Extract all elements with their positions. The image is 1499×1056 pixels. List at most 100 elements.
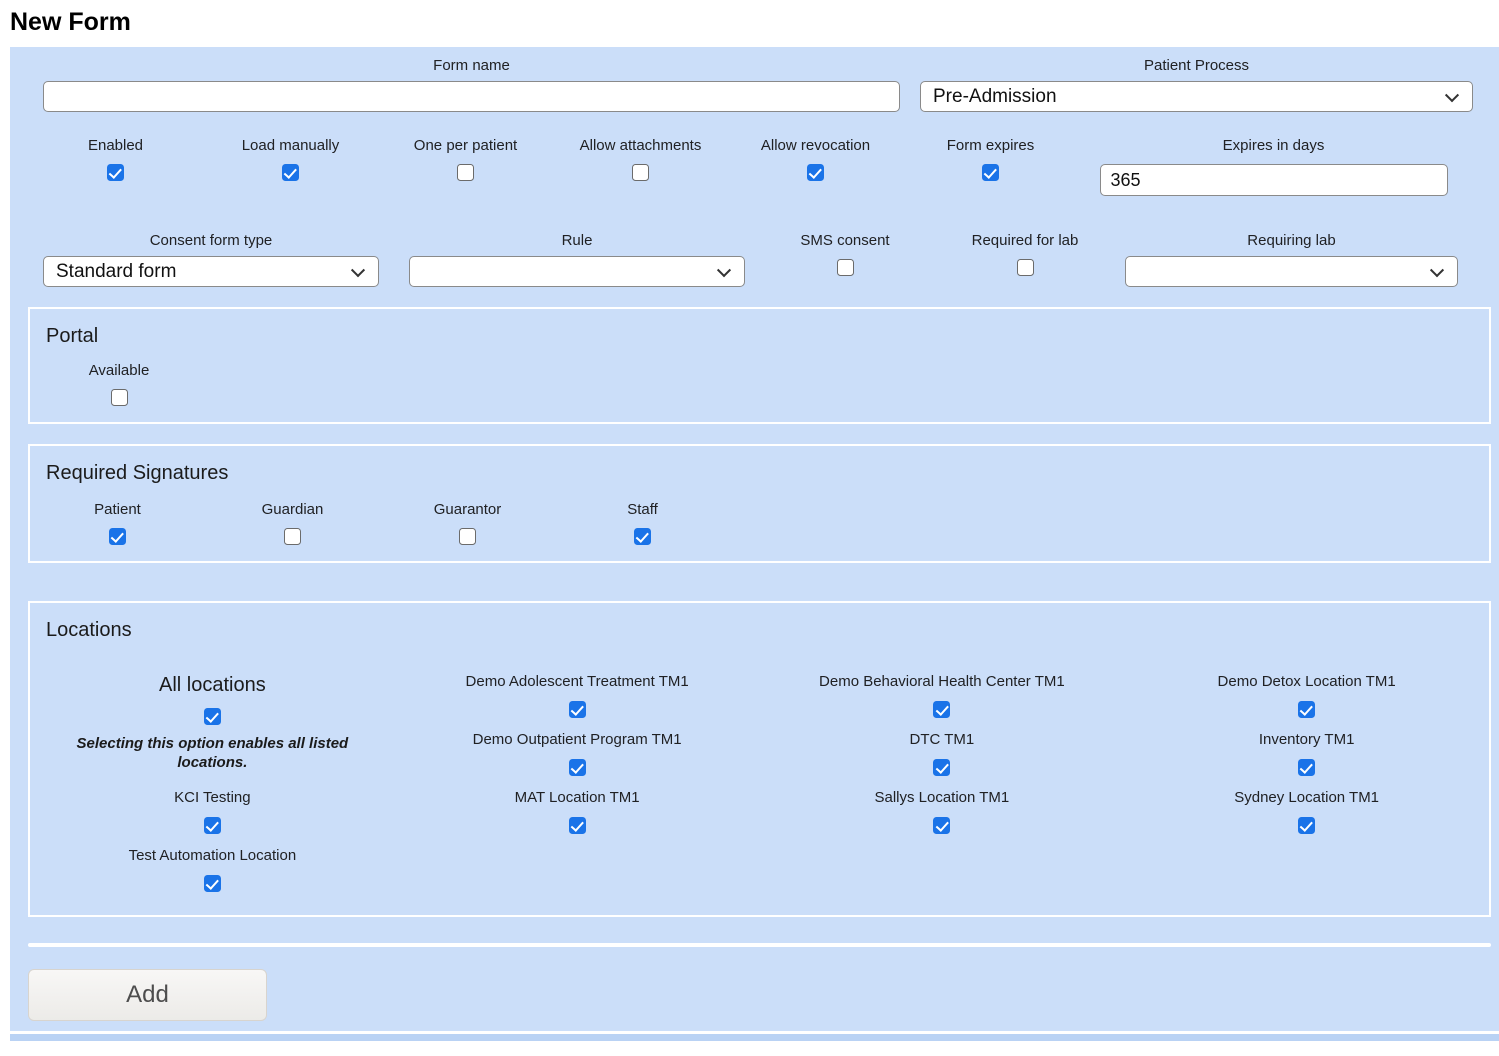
one-per-patient-field: One per patient [378,137,553,196]
inventory-tm1-label: Inventory TM1 [1258,731,1355,748]
demo-outpatient-program-tm1-field: Demo Outpatient Program TM1 [395,731,760,776]
portal-section: Portal Available [28,307,1491,424]
test-automation-location-checkbox[interactable] [203,875,221,892]
row-selects: Consent form type Standard form Rule SMS… [10,196,1499,287]
consent-form-type-select[interactable]: Standard form [43,256,379,287]
patient-process-value: Pre-Admission [933,85,1057,107]
sallys-location-tm1-field: Sallys Location TM1 [760,789,1125,834]
one-per-patient-checkbox[interactable] [457,164,474,181]
guardian-checkbox[interactable] [284,528,301,545]
load-manually-field: Load manually [203,137,378,196]
form-name-input[interactable] [43,81,900,112]
row-options: Enabled Load manually One per patient Allow… [10,112,1499,196]
new-form-panel: Form name Patient Process Pre-Admission … [10,47,1499,1031]
consent-form-type-label: Consent form type [149,232,273,249]
guarantor-checkbox[interactable] [459,528,476,545]
consent-form-type-field: Consent form type Standard form [43,232,379,287]
separator-line [28,943,1491,947]
portal-available-checkbox[interactable] [110,389,128,406]
staff-label: Staff [627,501,658,518]
load-manually-label: Load manually [241,137,340,154]
portal-available-label: Available [88,362,150,379]
inventory-tm1-checkbox[interactable] [1298,759,1316,776]
demo-detox-location-tm1-label: Demo Detox Location TM1 [1217,673,1396,690]
rule-label: Rule [561,232,593,249]
patient-label: Patient [94,501,141,518]
all-locations-label: All locations [159,674,266,696]
mat-location-tm1-checkbox[interactable] [568,817,586,834]
allow-revocation-label: Allow revocation [760,137,871,154]
sallys-location-tm1-label: Sallys Location TM1 [874,789,1010,806]
required-for-lab-field: Required for lab [945,232,1105,276]
all-locations-note: Selecting this option enables all listed… [76,735,349,771]
rule-select[interactable] [409,256,745,287]
staff-checkbox[interactable] [634,528,651,545]
required-for-lab-label: Required for lab [971,232,1079,249]
inventory-tm1-field: Inventory TM1 [1124,731,1489,776]
patient-checkbox[interactable] [109,528,126,545]
dtc-tm1-label: DTC TM1 [909,731,975,748]
allow-attachments-field: Allow attachments [553,137,728,196]
locations-section: Locations All locations Selecting this o… [28,601,1491,917]
all-locations-field: All locations Selecting this option enab… [30,673,395,789]
demo-behavioral-health-center-tm1-checkbox[interactable] [933,701,951,718]
form-expires-label: Form expires [946,137,1035,154]
form-expires-field: Form expires [903,137,1078,196]
demo-adolescent-treatment-tm1-label: Demo Adolescent Treatment TM1 [465,673,689,690]
mat-location-tm1-label: MAT Location TM1 [514,789,640,806]
required-signatures-section: Required Signatures Patient Guardian Guara… [28,444,1491,563]
patient-process-label: Patient Process [1143,57,1250,74]
sms-consent-checkbox[interactable] [836,259,854,276]
dtc-tm1-field: DTC TM1 [760,731,1125,776]
add-button[interactable]: Add [28,969,267,1021]
form-expires-checkbox[interactable] [982,164,999,181]
demo-behavioral-health-center-tm1-field: Demo Behavioral Health Center TM1 [760,673,1125,718]
enabled-checkbox[interactable] [107,164,124,181]
required-signatures-title: Required Signatures [46,462,229,484]
sms-consent-label: SMS consent [800,232,890,249]
dtc-tm1-checkbox[interactable] [933,759,951,776]
sms-consent-field: SMS consent [745,232,945,276]
demo-outpatient-program-tm1-checkbox[interactable] [568,759,586,776]
locations-grid: All locations Selecting this option enab… [30,673,1489,905]
requiring-lab-select[interactable] [1125,256,1458,287]
required-for-lab-checkbox[interactable] [1016,259,1034,276]
allow-attachments-checkbox[interactable] [632,164,649,181]
requiring-lab-field: Requiring lab [1125,232,1458,287]
allow-revocation-checkbox[interactable] [807,164,824,181]
demo-adolescent-treatment-tm1-checkbox[interactable] [568,701,586,718]
row-name-process: Form name Patient Process Pre-Admission [10,57,1499,112]
enabled-label: Enabled [87,137,144,154]
demo-outpatient-program-tm1-label: Demo Outpatient Program TM1 [472,731,682,748]
rule-field: Rule [409,232,745,287]
mat-location-tm1-field: MAT Location TM1 [395,789,760,834]
form-name-label: Form name [433,57,510,74]
bottom-strip [10,1034,1499,1041]
staff-field: Staff [555,501,730,545]
patient-field: Patient [30,501,205,545]
expires-in-days-input[interactable] [1099,164,1448,196]
portal-section-title: Portal [46,325,99,347]
expires-in-days-label: Expires in days [1222,137,1325,154]
kci-testing-label: KCI Testing [174,789,251,806]
sydney-location-tm1-checkbox[interactable] [1298,817,1316,834]
test-automation-location-label: Test Automation Location [128,847,297,864]
demo-detox-location-tm1-checkbox[interactable] [1298,701,1316,718]
allow-revocation-field: Allow revocation [728,137,903,196]
requiring-lab-label: Requiring lab [1247,232,1336,249]
all-locations-checkbox[interactable] [203,708,221,725]
sallys-location-tm1-checkbox[interactable] [933,817,951,834]
kci-testing-checkbox[interactable] [203,817,221,834]
load-manually-checkbox[interactable] [282,164,299,181]
portal-available-field: Available [30,362,208,406]
allow-attachments-label: Allow attachments [579,137,702,154]
test-automation-location-field: Test Automation Location [30,847,395,892]
patient-process-field: Patient Process Pre-Admission [920,57,1473,112]
guardian-field: Guardian [205,501,380,545]
patient-process-select[interactable]: Pre-Admission [920,81,1473,112]
demo-adolescent-treatment-tm1-field: Demo Adolescent Treatment TM1 [395,673,760,718]
consent-form-type-value: Standard form [56,260,177,282]
one-per-patient-label: One per patient [413,137,518,154]
kci-testing-field: KCI Testing [30,789,395,834]
locations-title: Locations [46,619,132,641]
